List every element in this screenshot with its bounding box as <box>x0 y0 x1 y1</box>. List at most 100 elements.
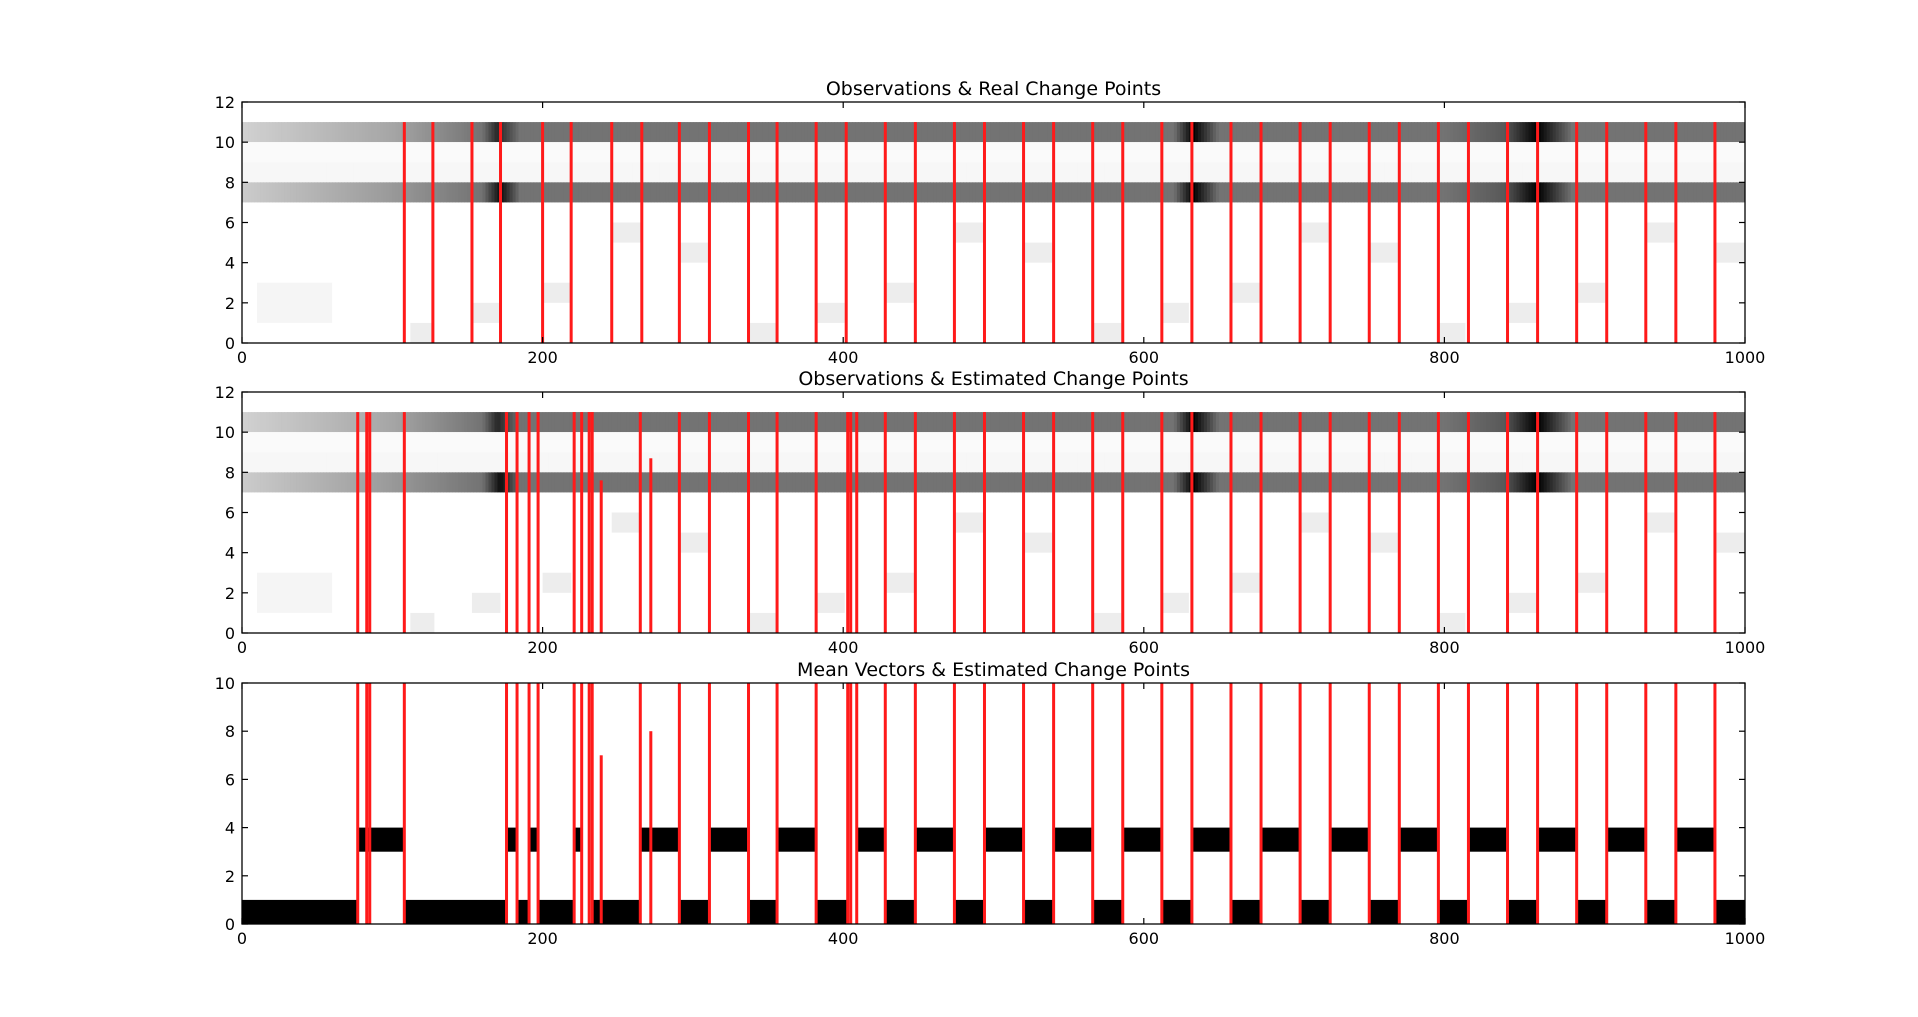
heatmap-cell <box>740 162 745 183</box>
heatmap-cell <box>822 412 826 433</box>
heatmap-cell <box>744 412 748 433</box>
heatmap-cell <box>936 472 940 493</box>
heatmap-cell <box>810 432 814 453</box>
heatmap-cell <box>1624 142 1629 163</box>
heatmap-cell <box>368 142 372 163</box>
heatmap-cell <box>843 472 847 493</box>
heatmap-cell <box>1191 182 1196 203</box>
heatmap-cell <box>1348 182 1352 203</box>
heatmap-block <box>410 322 435 343</box>
heatmap-cell <box>1729 452 1734 473</box>
heatmap-cell <box>1597 472 1602 493</box>
change-point-line <box>649 458 653 633</box>
heatmap-cell <box>716 472 721 493</box>
subplot-title: Observations & Estimated Change Points <box>798 368 1188 390</box>
heatmap-cell <box>623 472 628 493</box>
heatmap-cell <box>897 432 901 453</box>
heatmap-cell <box>1555 432 1560 453</box>
heatmap-cell <box>272 472 276 493</box>
heatmap-cell <box>1062 412 1067 433</box>
heatmap-cell <box>1285 452 1289 473</box>
heatmap-cell <box>1606 452 1611 473</box>
heatmap-block <box>1714 899 1745 924</box>
heatmap-cell <box>834 122 838 143</box>
heatmap-cell <box>1140 182 1145 203</box>
heatmap-cell <box>1002 162 1007 183</box>
heatmap-cell <box>407 182 411 203</box>
heatmap-cell <box>1140 432 1145 453</box>
heatmap-cell <box>1441 182 1445 203</box>
change-point-line <box>747 412 751 633</box>
heatmap-cell <box>248 162 252 183</box>
heatmap-cell <box>1507 472 1512 493</box>
heatmap-cell <box>1200 142 1205 163</box>
heatmap-cell <box>251 122 255 143</box>
heatmap-cell <box>831 472 835 493</box>
heatmap-cell <box>1053 472 1058 493</box>
heatmap-block <box>1369 532 1398 553</box>
heatmap-cell <box>918 452 922 473</box>
heatmap-cell <box>900 432 904 453</box>
heatmap-cell <box>1221 472 1226 493</box>
heatmap-cell <box>395 162 399 183</box>
heatmap-cell <box>485 452 490 473</box>
heatmap-cell <box>765 472 769 493</box>
heatmap-cell <box>1513 452 1518 473</box>
heatmap-cell <box>482 432 487 453</box>
heatmap-cell <box>837 122 841 143</box>
heatmap-cell <box>275 432 279 453</box>
heatmap-cell <box>659 452 664 473</box>
heatmap-cell <box>1035 162 1040 183</box>
heatmap-cell <box>861 472 865 493</box>
heatmap-cell <box>1723 182 1728 203</box>
heatmap-cell <box>242 122 246 143</box>
heatmap-cell <box>374 162 378 183</box>
heatmap-cell <box>1029 432 1034 453</box>
heatmap-cell <box>789 472 793 493</box>
change-point-line <box>1091 412 1095 633</box>
heatmap-cell <box>1315 142 1319 163</box>
heatmap-cell <box>1531 412 1536 433</box>
heatmap-cell <box>263 142 267 163</box>
heatmap-cell <box>1609 142 1614 163</box>
heatmap-cell <box>1306 412 1310 433</box>
heatmap-cell <box>1092 452 1097 473</box>
heatmap-cell <box>753 412 757 433</box>
heatmap-cell <box>344 142 348 163</box>
heatmap-cell <box>792 182 796 203</box>
heatmap-cell <box>1624 472 1629 493</box>
heatmap-cell <box>1179 432 1184 453</box>
change-point-line <box>1644 683 1648 924</box>
heatmap-cell <box>452 412 457 433</box>
change-point-line <box>587 412 591 633</box>
heatmap-cell <box>825 142 829 163</box>
heatmap-cell <box>1197 182 1202 203</box>
heatmap-cell <box>653 122 658 143</box>
heatmap-cell <box>1636 412 1641 433</box>
heatmap-cell <box>1378 412 1382 433</box>
heatmap-cell <box>1083 452 1088 473</box>
heatmap-cell <box>1612 432 1617 453</box>
heatmap-cell <box>386 142 390 163</box>
heatmap-cell <box>419 162 423 183</box>
heatmap-cell <box>1306 162 1310 183</box>
heatmap-cell <box>771 182 775 203</box>
heatmap-cell <box>1101 182 1106 203</box>
heatmap-cell <box>1582 182 1587 203</box>
heatmap-cell <box>644 452 649 473</box>
heatmap-cell <box>885 412 889 433</box>
heatmap-cell <box>281 472 285 493</box>
heatmap-cell <box>356 142 360 163</box>
heatmap-cell <box>1035 142 1040 163</box>
heatmap-cell <box>461 432 466 453</box>
heatmap-cell <box>1594 452 1599 473</box>
heatmap-cell <box>1242 122 1247 143</box>
heatmap-cell <box>1393 182 1397 203</box>
heatmap-cell <box>515 142 520 163</box>
heatmap-cell <box>446 142 451 163</box>
change-point-line <box>1190 122 1194 343</box>
heatmap-cell <box>1426 162 1430 183</box>
heatmap-cell <box>518 122 523 143</box>
heatmap-cell <box>1369 182 1373 203</box>
heatmap-block <box>1399 827 1439 852</box>
